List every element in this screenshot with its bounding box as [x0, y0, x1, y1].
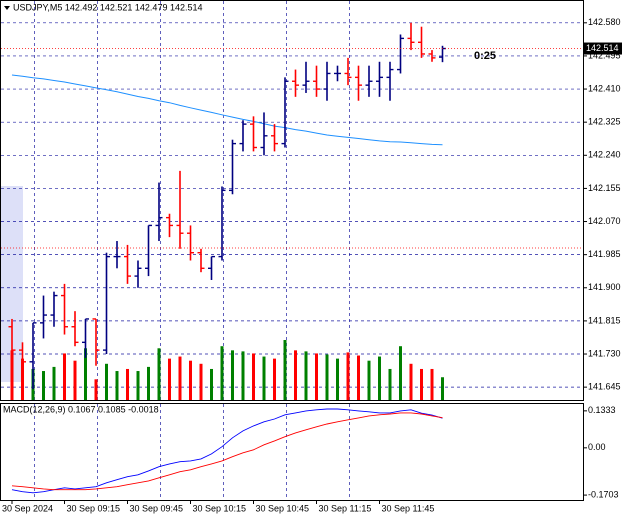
x-tick-label: 30 Sep 10:15: [193, 503, 247, 513]
macd-title: MACD(12,26,9) 0.1067 0.1085 -0.0018: [3, 404, 159, 414]
y-tick-label: 141.730: [588, 348, 621, 358]
macd-main-line: [11, 408, 443, 494]
volume-bar: [252, 353, 255, 400]
volume-bar: [42, 371, 45, 400]
x-tick-label: 30 Sep 11:45: [382, 503, 435, 513]
volume-bar: [84, 348, 87, 400]
volume-bar: [157, 348, 161, 400]
volume-bar: [325, 354, 329, 400]
x-tick-label: 30 Sep 10:45: [256, 503, 310, 513]
volume-bar: [241, 351, 245, 400]
volume-bar: [273, 358, 276, 400]
volume-bar: [315, 353, 318, 400]
chart-title: USDJPY,M5 142.492 142.521 142.479 142.51…: [13, 2, 202, 12]
volume-bar: [409, 363, 413, 400]
y-tick-label: 142.325: [588, 117, 621, 127]
volume-bar: [126, 368, 129, 400]
volume-bar: [199, 363, 203, 400]
y-tick-label: 142.495: [588, 50, 621, 60]
volume-bar: [115, 371, 119, 400]
macd-y-tick-label: 0.1333: [588, 405, 616, 415]
volume-bar: [420, 368, 423, 400]
macd-frame: [0, 403, 584, 501]
y-tick-label: 141.985: [588, 249, 621, 259]
volume-bar: [63, 353, 66, 400]
y-tick-label: 141.645: [588, 382, 621, 392]
volume-bar: [430, 368, 434, 400]
volume-bar: [73, 360, 77, 400]
volume-bar: [178, 356, 182, 400]
volume-bar: [304, 351, 308, 400]
volume-bar: [231, 350, 234, 400]
y-tick-label: 142.070: [588, 216, 621, 226]
volume-bar: [367, 360, 371, 400]
volume-bar: [378, 356, 381, 400]
volume-bar: [189, 360, 192, 400]
volume-bar: [294, 350, 297, 400]
y-tick-label: 142.410: [588, 83, 621, 93]
volume-bar: [336, 358, 339, 400]
x-tick-label: 30 Sep 11:15: [319, 503, 372, 513]
volume-bar: [346, 352, 350, 400]
macd-signal-line: [11, 412, 443, 491]
volume-bar: [441, 377, 444, 400]
x-tick-label: 30 Sep 09:45: [130, 503, 184, 513]
main-frame: [0, 0, 584, 401]
x-tick-label: 30 Sep 09:15: [67, 503, 121, 513]
volume-bar: [94, 379, 98, 400]
menu-arrow: [4, 6, 10, 10]
volume-bar: [283, 340, 287, 400]
volume-bar: [52, 366, 56, 400]
x-tick-label: 30 Sep 2024: [2, 503, 53, 513]
y-tick-label: 141.815: [588, 315, 621, 325]
price-label: 142.514: [586, 43, 619, 53]
macd-y-tick-label: 0.00: [588, 442, 606, 452]
y-tick-label: 141.900: [588, 282, 621, 292]
moving-average: [11, 74, 443, 146]
y-tick-label: 142.240: [588, 150, 621, 160]
y-tick-label: 142.155: [588, 183, 621, 193]
volume-bar: [210, 368, 213, 400]
price-box: [584, 42, 622, 55]
highlight-zone: [1, 186, 23, 382]
y-tick-label: 142.580: [588, 17, 621, 27]
volume-bar: [136, 371, 140, 400]
volume-bar: [399, 346, 402, 400]
volume-bar: [168, 358, 171, 400]
volume-bar: [105, 363, 108, 400]
volume-bar: [147, 366, 150, 400]
countdown: 0:25: [474, 50, 496, 62]
volume-bar: [262, 356, 266, 400]
volume-bar: [357, 355, 360, 400]
volume-bar: [220, 346, 224, 400]
macd-y-tick-label: -0.1703: [588, 489, 619, 499]
volume-bar: [388, 368, 392, 400]
